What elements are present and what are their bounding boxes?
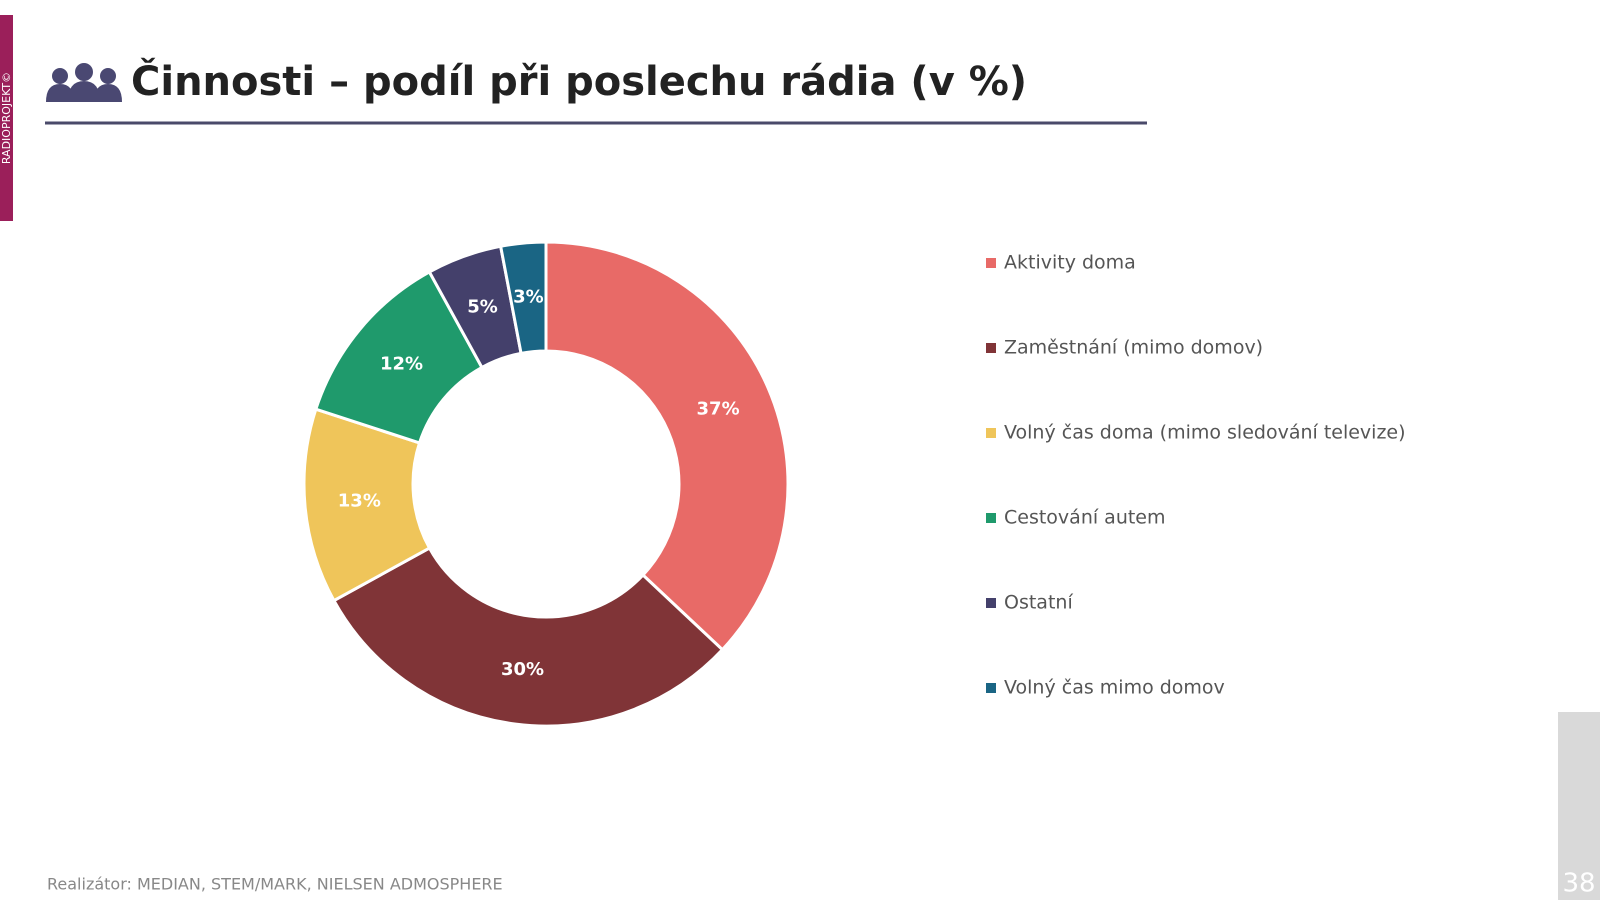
value-label: 3% [513, 286, 544, 307]
value-label: 30% [501, 659, 544, 680]
donut-segment [544, 240, 790, 652]
legend-label: Zaměstnání (mimo domov) [1004, 337, 1263, 359]
legend-label: Cestování autem [1004, 507, 1166, 529]
footer: Realizátor: MEDIAN, STEM/MARK, NIELSEN A… [47, 875, 503, 894]
side-bar [0, 15, 13, 221]
legend-label: Volný čas mimo domov [1004, 677, 1225, 699]
donut-segment [498, 240, 548, 356]
page-number: 38 [1562, 869, 1595, 899]
legend-label: Aktivity doma [1004, 252, 1136, 274]
legend-swatch [986, 343, 996, 353]
people-icon [46, 63, 122, 102]
legend-label: Volný čas doma (mimo sledování televize) [1004, 422, 1406, 444]
value-label: 12% [380, 353, 423, 374]
value-label: 37% [697, 399, 740, 420]
page-tab [1558, 712, 1600, 900]
legend-label: Ostatní [1004, 592, 1073, 614]
chart-title: Činnosti – podíl při poslechu rádia (v %… [131, 57, 1027, 105]
donut-segment [331, 546, 725, 728]
legend-swatch [986, 258, 996, 268]
value-label: 13% [338, 491, 381, 512]
side-label: RADIOPROJEKT© [0, 72, 13, 164]
value-label: 5% [467, 297, 498, 318]
legend-swatch [986, 513, 996, 523]
legend-swatch [986, 598, 996, 608]
legend-swatch [986, 428, 996, 438]
legend-swatch [986, 683, 996, 693]
